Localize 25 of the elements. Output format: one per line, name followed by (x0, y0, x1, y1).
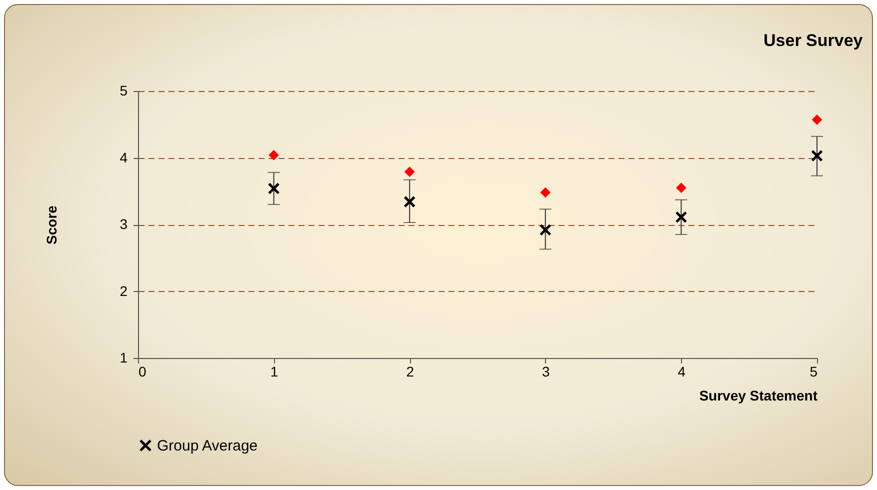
y-tick-label: 1 (120, 350, 128, 366)
point (811, 150, 823, 162)
x-axis-title: Survey Statement (699, 388, 818, 404)
point (675, 211, 688, 224)
x-tick-label: 5 (810, 364, 818, 380)
point (268, 150, 279, 160)
chart-title: User Survey (764, 31, 864, 50)
x-tick-label: 4 (678, 364, 686, 380)
point (268, 182, 280, 194)
point (404, 196, 416, 208)
x-tick-label: 0 (138, 364, 146, 380)
y-axis-title: Score (44, 205, 60, 244)
x-tick-label: 3 (542, 364, 550, 380)
y-tick-label: 3 (120, 216, 128, 232)
y-tick-label: 4 (120, 149, 128, 166)
y-tick-label: 5 (120, 82, 128, 98)
point (812, 114, 822, 125)
point (676, 182, 686, 193)
point (540, 187, 550, 198)
x-tick-label: 2 (406, 364, 414, 380)
y-tick-label: 2 (120, 282, 128, 299)
point (539, 224, 552, 236)
legend-label: Group Average (157, 438, 258, 454)
point (404, 166, 415, 177)
x-tick-label: 1 (270, 364, 278, 380)
